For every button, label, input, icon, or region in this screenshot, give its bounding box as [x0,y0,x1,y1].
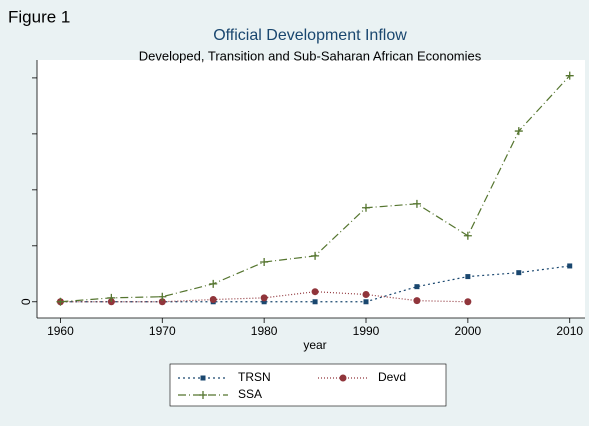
marker [567,263,573,269]
marker [158,292,167,301]
marker [200,375,206,381]
marker [107,293,116,302]
marker [516,270,522,276]
legend-box [169,363,447,407]
marker [260,294,268,302]
marker [565,71,574,80]
marker [465,274,471,280]
marker [199,391,207,399]
marker [209,279,218,288]
x-tick-label: 1980 [251,324,278,338]
chart-subtitle: Developed, Transition and Sub-Saharan Af… [139,48,482,63]
x-tick-label: 2010 [556,324,583,338]
x-tick-label: 1960 [47,324,74,338]
legend-label: Devd [378,370,406,384]
marker [412,199,421,208]
marker [514,127,523,136]
marker [56,297,65,306]
plot-region [37,60,585,318]
marker [260,258,269,267]
chart-title: Official Development Inflow [213,27,407,44]
marker [463,231,472,240]
marker [362,203,371,212]
x-tick-label: 2000 [455,324,482,338]
marker [209,296,217,304]
marker [339,374,347,382]
x-axis-label: year [303,338,326,352]
y-tick-label: 0 [19,298,33,305]
figure-label: Figure 1 [8,7,70,26]
marker [311,251,320,260]
marker [414,284,420,290]
marker [464,298,472,306]
marker [413,297,421,305]
marker [311,288,319,296]
x-tick-label: 1970 [149,324,176,338]
x-tick-label: 1990 [353,324,380,338]
marker [363,299,369,305]
marker [312,299,318,305]
marker [261,299,267,305]
marker [362,290,370,298]
legend-label: TRSN [238,370,271,384]
marker [158,298,166,306]
legend-label: SSA [238,387,262,401]
